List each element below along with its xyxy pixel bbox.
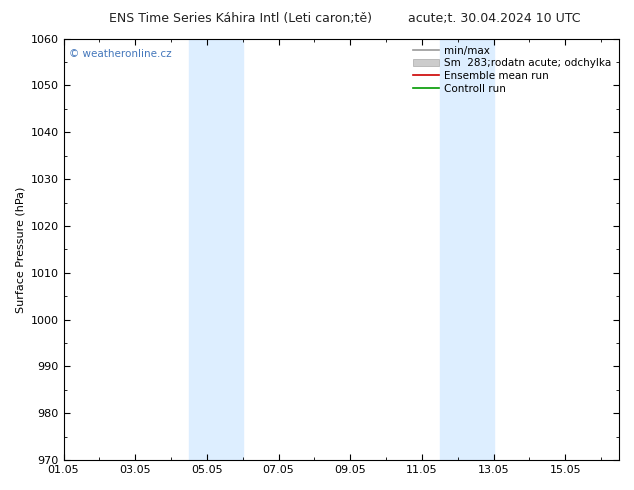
Bar xyxy=(440,39,494,460)
Text: ENS Time Series Káhira Intl (Leti caron;tě): ENS Time Series Káhira Intl (Leti caron;… xyxy=(110,12,372,25)
Y-axis label: Surface Pressure (hPa): Surface Pressure (hPa) xyxy=(15,186,25,313)
Legend: min/max, Sm  283;rodatn acute; odchylka, Ensemble mean run, Controll run: min/max, Sm 283;rodatn acute; odchylka, … xyxy=(411,44,614,96)
Bar xyxy=(189,39,243,460)
Text: © weatheronline.cz: © weatheronline.cz xyxy=(69,49,172,59)
Text: acute;t. 30.04.2024 10 UTC: acute;t. 30.04.2024 10 UTC xyxy=(408,12,581,25)
